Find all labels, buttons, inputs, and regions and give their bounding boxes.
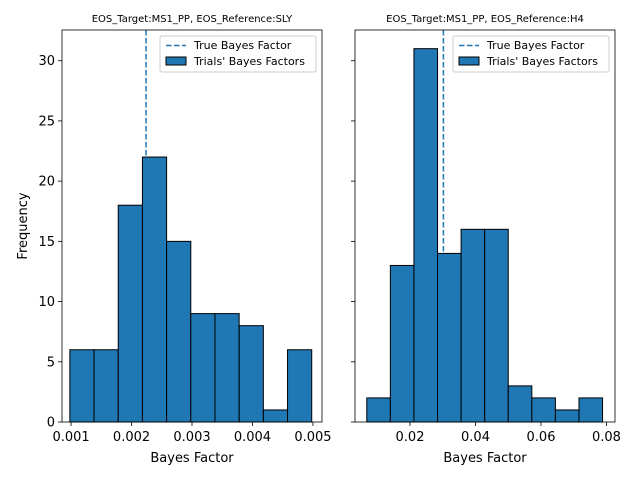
chart-title: EOS_Target:MS1_PP, EOS_Reference:H4 (386, 14, 584, 25)
y-axis-label: Frequency (16, 192, 31, 259)
y-tick-label: 0 (47, 416, 55, 431)
y-tick-label: 25 (38, 114, 55, 129)
histogram-bar (287, 349, 313, 423)
histogram-bar (117, 204, 143, 423)
legend-label: True Bayes Factor (486, 39, 585, 52)
histogram-bar (262, 409, 289, 423)
histogram-bar (214, 313, 240, 423)
chart-title: EOS_Target:MS1_PP, EOS_Reference:SLY (92, 14, 293, 25)
legend: True Bayes Factor Trials' Bayes Factors (159, 35, 317, 73)
y-tick-label: 15 (38, 235, 55, 250)
legend-label: True Bayes Factor (193, 39, 292, 52)
histogram-bar (554, 409, 580, 423)
x-tick-label: 0.06 (527, 430, 556, 445)
x-tick-label: 0.004 (234, 430, 271, 445)
histogram-bar (190, 313, 216, 423)
legend: True Bayes Factor Trials' Bayes Factors (452, 35, 610, 73)
y-tick-label: 30 (38, 54, 55, 69)
legend-patch-swatch (165, 56, 187, 66)
x-axis-label: Bayes Factor (443, 451, 527, 466)
panel-1: 0.001 0.002 0.003 0.004 0.005 0 5 10 15 20 25 30 EOS… (16, 14, 332, 466)
legend-label: Trials' Bayes Factors (486, 55, 598, 68)
x-tick-label: 0.02 (396, 430, 425, 445)
histogram-bar (460, 228, 486, 423)
x-tick-label: 0.04 (461, 430, 490, 445)
histogram-bar (413, 48, 439, 423)
x-tick-label: 0.005 (294, 430, 331, 445)
x-tick-label: 0.001 (52, 430, 89, 445)
x-tick-label: 0.08 (592, 430, 621, 445)
histogram-bar (366, 397, 391, 423)
y-tick-label: 5 (47, 355, 55, 370)
histogram-bar (507, 385, 533, 423)
histogram-bar (389, 264, 415, 423)
histogram-bar (437, 252, 462, 423)
x-tick-label: 0.002 (113, 430, 150, 445)
histogram-bar (93, 349, 119, 423)
y-tick-label: 10 (38, 295, 55, 310)
histogram-bar (578, 397, 604, 423)
x-axis-label: Bayes Factor (150, 451, 234, 466)
legend-label: Trials' Bayes Factors (193, 55, 305, 68)
histogram-bar (531, 397, 556, 423)
axes-frame (354, 29, 616, 423)
legend-patch-swatch (458, 56, 480, 66)
panel-2: 0.02 0.04 0.06 0.08 EOS_Target:MS1_PP, EOS_R… (351, 14, 621, 466)
histogram-bar (238, 325, 264, 423)
y-tick-label: 20 (38, 175, 55, 190)
histogram-bar (484, 228, 509, 423)
x-tick-label: 0.003 (173, 430, 210, 445)
histogram-bar (69, 349, 95, 423)
histogram-bar (166, 240, 192, 423)
legend-frame (452, 35, 610, 73)
legend-frame (159, 35, 317, 73)
